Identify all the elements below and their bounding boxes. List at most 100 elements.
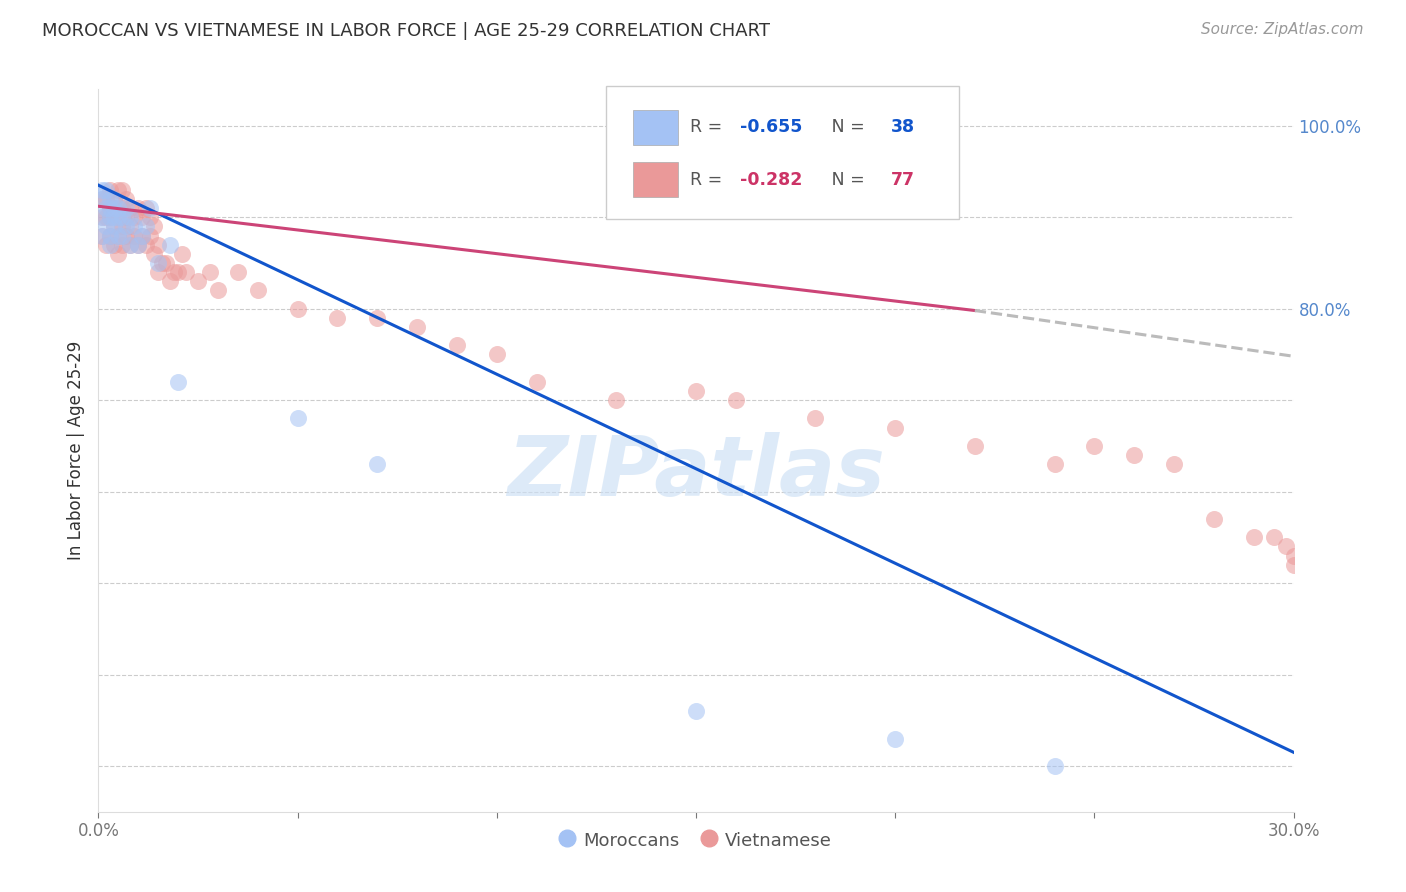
- Point: [198, 265, 221, 279]
- Point: [1163, 457, 1185, 471]
- Point: [107, 247, 129, 261]
- Point: [111, 211, 134, 225]
- Point: [120, 219, 142, 234]
- Text: 77: 77: [891, 170, 915, 188]
- Point: [98, 237, 122, 252]
- Point: [207, 284, 229, 298]
- Point: [135, 219, 157, 234]
- Point: [91, 192, 114, 206]
- Point: [131, 228, 153, 243]
- Point: [1263, 530, 1285, 544]
- Point: [107, 228, 129, 243]
- Point: [150, 256, 173, 270]
- Point: [91, 192, 114, 206]
- Point: [107, 211, 129, 225]
- Point: [148, 256, 170, 270]
- Point: [446, 338, 468, 352]
- Point: [526, 375, 548, 389]
- Point: [98, 228, 122, 243]
- Point: [98, 201, 122, 215]
- Point: [103, 192, 125, 206]
- Point: [174, 265, 197, 279]
- Point: [124, 211, 146, 225]
- Point: [115, 192, 138, 206]
- Point: [96, 192, 118, 206]
- Point: [120, 237, 142, 252]
- Point: [326, 310, 349, 325]
- Point: [1083, 439, 1105, 453]
- Point: [884, 731, 907, 746]
- Point: [1202, 512, 1225, 526]
- Point: [96, 237, 118, 252]
- Point: [115, 201, 138, 215]
- Point: [366, 457, 388, 471]
- Point: [115, 228, 138, 243]
- Bar: [633, 110, 678, 145]
- Point: [246, 284, 269, 298]
- Point: [1043, 457, 1066, 471]
- Point: [1274, 540, 1296, 554]
- Point: [107, 201, 129, 215]
- Point: [187, 274, 209, 288]
- Point: [91, 228, 114, 243]
- Point: [103, 211, 125, 225]
- Point: [91, 211, 114, 225]
- Point: [127, 201, 149, 215]
- Point: [1043, 759, 1066, 773]
- Point: [98, 211, 122, 225]
- Point: [98, 192, 122, 206]
- Point: [148, 237, 170, 252]
- Point: [963, 439, 986, 453]
- Point: [685, 384, 707, 398]
- Text: Source: ZipAtlas.com: Source: ZipAtlas.com: [1201, 22, 1364, 37]
- Point: [96, 183, 118, 197]
- Point: [98, 211, 122, 225]
- Point: [131, 211, 153, 225]
- Point: [111, 201, 134, 215]
- Point: [124, 219, 146, 234]
- Point: [115, 219, 138, 234]
- Point: [107, 183, 129, 197]
- Point: [287, 301, 309, 316]
- Text: R =: R =: [690, 119, 728, 136]
- Point: [1243, 530, 1265, 544]
- Point: [287, 411, 309, 425]
- Text: -0.282: -0.282: [740, 170, 803, 188]
- Y-axis label: In Labor Force | Age 25-29: In Labor Force | Age 25-29: [66, 341, 84, 560]
- Point: [135, 237, 157, 252]
- Point: [366, 310, 388, 325]
- Point: [159, 274, 181, 288]
- Text: -0.655: -0.655: [740, 119, 803, 136]
- Point: [103, 219, 125, 234]
- Point: [135, 201, 157, 215]
- Text: MOROCCAN VS VIETNAMESE IN LABOR FORCE | AGE 25-29 CORRELATION CHART: MOROCCAN VS VIETNAMESE IN LABOR FORCE | …: [42, 22, 770, 40]
- Point: [139, 211, 162, 225]
- Text: R =: R =: [690, 170, 728, 188]
- Point: [91, 211, 114, 225]
- Point: [96, 219, 118, 234]
- Point: [159, 237, 181, 252]
- Point: [103, 201, 125, 215]
- Text: ZIPatlas: ZIPatlas: [508, 432, 884, 513]
- Point: [139, 201, 162, 215]
- Legend: Moroccans, Vietnamese: Moroccans, Vietnamese: [553, 823, 839, 857]
- Point: [724, 393, 747, 408]
- Point: [124, 228, 146, 243]
- FancyBboxPatch shape: [606, 86, 959, 219]
- Point: [115, 211, 138, 225]
- Point: [406, 320, 429, 334]
- Point: [111, 219, 134, 234]
- Point: [167, 265, 190, 279]
- Point: [226, 265, 249, 279]
- Text: N =: N =: [815, 119, 870, 136]
- Bar: [633, 162, 678, 197]
- Point: [163, 265, 186, 279]
- Point: [143, 219, 166, 234]
- Point: [1282, 558, 1305, 572]
- Point: [485, 347, 508, 361]
- Point: [91, 228, 114, 243]
- Point: [155, 256, 177, 270]
- Text: N =: N =: [815, 170, 870, 188]
- Point: [120, 201, 142, 215]
- Point: [167, 375, 190, 389]
